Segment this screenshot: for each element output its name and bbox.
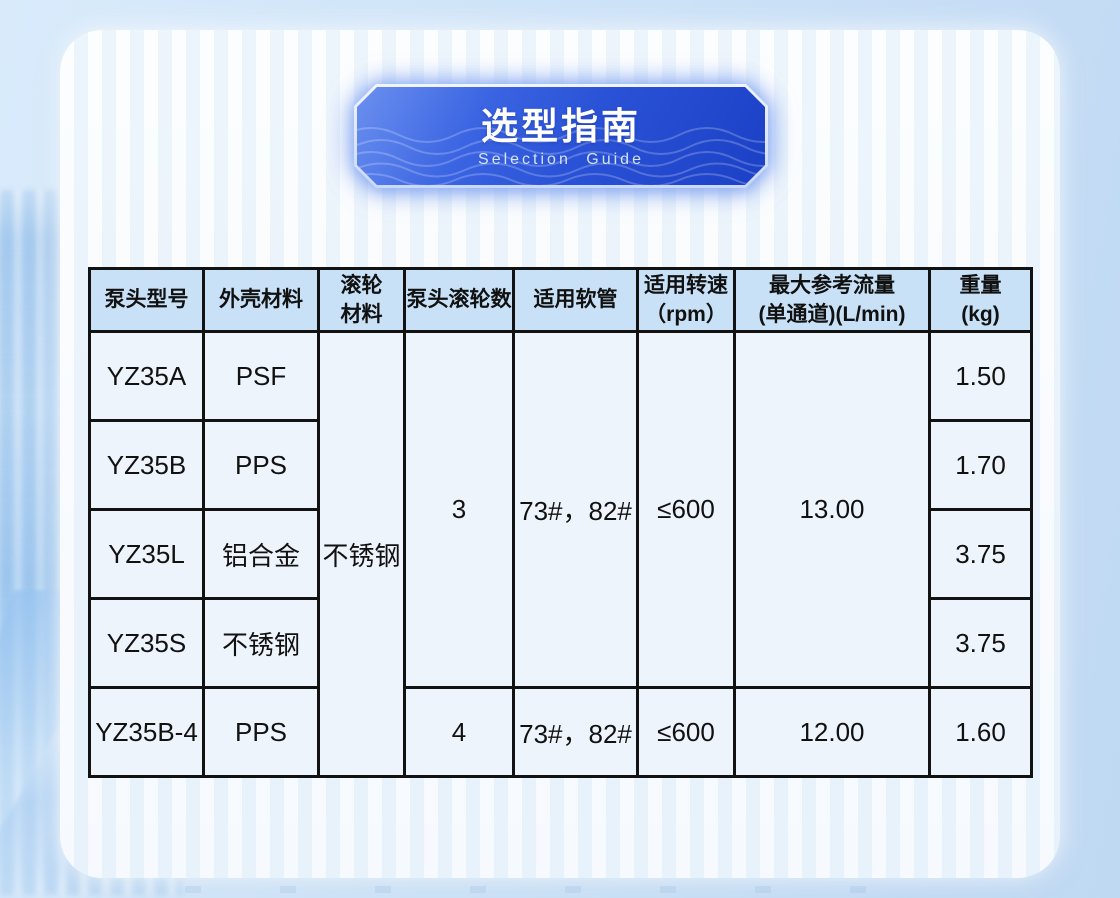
header-label: 外壳材料	[219, 288, 303, 312]
wave-pattern-icon	[357, 121, 765, 185]
header-label: 材料	[340, 303, 383, 326]
header-roller-count: 泵头滚轮数	[403, 267, 515, 333]
cell-pump-model: YZ35A	[88, 330, 205, 422]
header-label: (单通道)(L/min)	[758, 303, 906, 326]
table-row: YZ35B-4 PPS 4 73#，82# ≤600 12.00 1.60	[88, 686, 1033, 778]
header-label: 重量	[959, 273, 1002, 297]
header-roller-material: 滚轮 材料	[317, 267, 406, 333]
cell-shell-material: PPS	[202, 686, 320, 778]
background-watermark-strip	[185, 886, 945, 893]
table-row: YZ35S 不锈钢 3.75	[88, 597, 1033, 689]
cell-weight: 1.70	[928, 419, 1033, 511]
header-label: 适用软管	[533, 288, 618, 312]
table-row: YZ35L 铝合金 3.75	[88, 508, 1033, 600]
header-label: 适用转速	[644, 273, 728, 297]
header-label: （rpm）	[645, 303, 727, 326]
cell-speed-group-b: ≤600	[636, 686, 736, 778]
banner-body: 选型指南 Selection Guide	[357, 87, 765, 185]
selection-guide-table: 泵头型号 外壳材料 滚轮 材料 泵头滚轮数 适用软管	[88, 267, 1033, 778]
header-label: (kg)	[961, 303, 1000, 326]
title-banner: 选型指南 Selection Guide	[354, 84, 768, 188]
table-row: YZ35B PPS 1.70	[88, 419, 1033, 511]
cell-weight: 1.50	[928, 330, 1033, 422]
cell-flow-group-b: 12.00	[733, 686, 931, 778]
header-row: 泵头型号 外壳材料 滚轮 材料 泵头滚轮数 适用软管	[88, 267, 1033, 333]
cell-shell-material: 不锈钢	[202, 597, 320, 689]
cell-pump-model: YZ35B-4	[88, 686, 205, 778]
selection-guide-table-wrap: 泵头型号 外壳材料 滚轮 材料 泵头滚轮数 适用软管	[88, 267, 1033, 778]
header-weight: 重量 (kg)	[928, 267, 1033, 333]
cell-shell-material: PPS	[202, 419, 320, 511]
cell-pump-model: YZ35B	[88, 419, 205, 511]
cell-flow-group-a: 13.00	[733, 330, 931, 689]
cell-roller-count-group-b: 4	[403, 686, 515, 778]
header-pump-model: 泵头型号	[88, 267, 205, 333]
cell-weight: 3.75	[928, 508, 1033, 600]
header-hose: 适用软管	[512, 267, 639, 333]
header-shell-material: 外壳材料	[202, 267, 320, 333]
cell-hose-group-a: 73#，82#	[512, 330, 639, 689]
header-label: 最大参考流量	[769, 273, 895, 297]
header-label: 泵头型号	[104, 288, 189, 312]
cell-roller-material: 不锈钢	[317, 330, 406, 778]
cell-pump-model: YZ35L	[88, 508, 205, 600]
header-max-flow: 最大参考流量 (单通道)(L/min)	[733, 267, 931, 333]
header-label: 滚轮	[340, 273, 383, 297]
cell-pump-model: YZ35S	[88, 597, 205, 689]
cell-weight: 3.75	[928, 597, 1033, 689]
cell-roller-count-group-a: 3	[403, 330, 515, 689]
cell-hose-group-b: 73#，82#	[512, 686, 639, 778]
cell-shell-material: 铝合金	[202, 508, 320, 600]
cell-shell-material: PSF	[202, 330, 320, 422]
cell-speed-group-a: ≤600	[636, 330, 736, 689]
page-title: 选型指南	[481, 106, 641, 148]
page-subtitle: Selection Guide	[478, 150, 644, 168]
header-label: 泵头滚轮数	[406, 288, 512, 312]
cell-weight: 1.60	[928, 686, 1033, 778]
header-speed: 适用转速 （rpm）	[636, 267, 736, 333]
table-row: YZ35A PSF 不锈钢 3 73#，82# ≤600 13.00 1.50	[88, 330, 1033, 778]
